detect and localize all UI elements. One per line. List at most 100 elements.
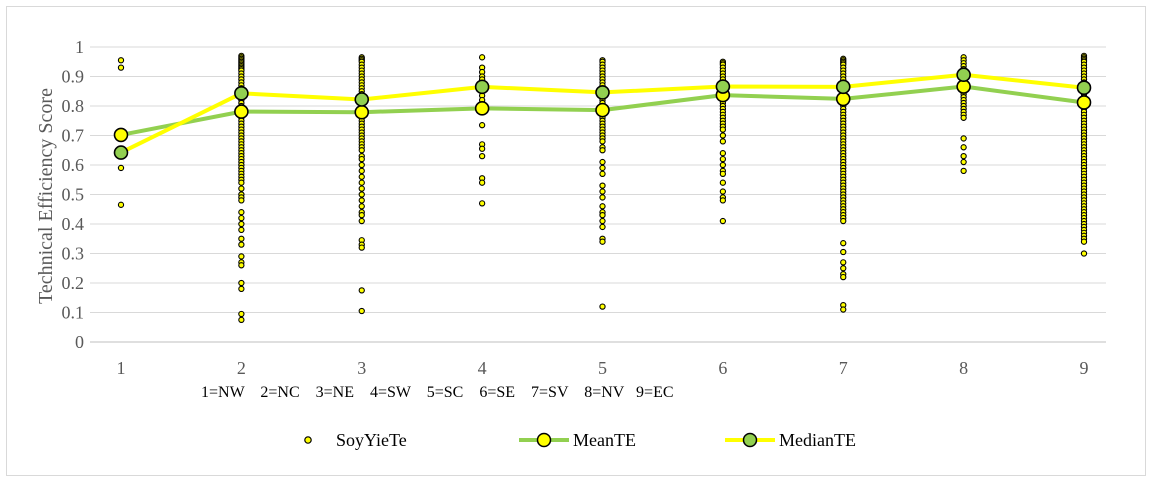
- scatter-point: [599, 238, 606, 245]
- legend-label-meante: MeanTE: [573, 430, 636, 450]
- y-tick-label: 1: [75, 37, 84, 57]
- x-tick-label: 2: [237, 358, 246, 378]
- chart-frame: [6, 6, 1146, 476]
- scatter-point: [238, 179, 245, 186]
- median-marker: [354, 92, 370, 107]
- scatter-point: [719, 179, 727, 186]
- legend-label-soyyiete: SoyYieTe: [336, 430, 407, 450]
- scatter-point: [238, 197, 245, 204]
- scatter-point: [599, 211, 606, 219]
- x-tick-label: 6: [718, 358, 727, 378]
- scatter-point: [599, 182, 606, 189]
- x-tick-label: 1: [117, 358, 126, 378]
- scatter-point: [238, 185, 245, 192]
- scatter-point: [960, 152, 967, 160]
- scatter-point: [358, 155, 365, 163]
- scatter-point: [719, 126, 727, 133]
- x-tick-label: 9: [1080, 358, 1089, 378]
- scatter-point: [238, 241, 245, 248]
- median-marker: [113, 145, 129, 160]
- scatter-point: [478, 152, 486, 160]
- scatter-point: [840, 259, 847, 266]
- scatter-point: [358, 167, 365, 175]
- scatter-point: [840, 248, 847, 256]
- scatter-point: [719, 197, 727, 204]
- scatter-point: [358, 179, 365, 186]
- y-tick-labels: 0 0.1 0.2 0.3 0.4 0.5 0.6 0.7 0.8 0.9 1: [62, 37, 85, 352]
- scatter-point: [238, 209, 245, 216]
- y-tick-label: 0.2: [62, 273, 85, 293]
- region-note: 1=NW 2=NC 3=NE 4=SW 5=SC 6=SE 7=SV 8=NV …: [201, 384, 674, 401]
- legend-swatch-median-marker: [742, 432, 758, 448]
- scatter-point: [358, 191, 365, 198]
- scatter-point: [840, 273, 847, 281]
- y-tick-label: 0.5: [62, 185, 85, 205]
- legend-swatch-scatter: [304, 436, 312, 444]
- scatter-point: [599, 138, 606, 145]
- y-tick-label: 0.4: [62, 214, 85, 234]
- scatter-point: [960, 167, 967, 175]
- legend-item-meante: MeanTE: [519, 430, 636, 450]
- scatter-point: [599, 203, 606, 210]
- scatter-point: [358, 197, 365, 204]
- scatter-point: [358, 307, 365, 315]
- x-tick-labels: 1 2 3 4 5 6 7 8 9: [117, 358, 1089, 378]
- legend-swatch-mean-marker: [536, 432, 552, 448]
- scatter-point: [117, 164, 125, 172]
- scatter-point: [238, 226, 245, 234]
- median-marker: [474, 79, 490, 95]
- scatter-point: [238, 285, 245, 293]
- scatter-point: [478, 200, 486, 207]
- scatter-point: [599, 147, 606, 154]
- scatter-point: [358, 217, 365, 225]
- scatter-point: [117, 64, 125, 71]
- scatter-point: [238, 262, 245, 269]
- scatter-point: [1080, 250, 1088, 257]
- scatter-point: [840, 240, 847, 247]
- scatter-point: [358, 161, 365, 169]
- y-tick-label: 0: [75, 332, 84, 352]
- scatter-point: [478, 145, 486, 152]
- scatter-point: [719, 138, 727, 145]
- y-tick-label: 0.1: [62, 303, 85, 323]
- scatter-point: [719, 161, 727, 169]
- mean-marker: [234, 104, 249, 119]
- mean-marker: [354, 104, 370, 120]
- scatter-point: [719, 188, 727, 195]
- scatter-point: [599, 158, 606, 166]
- mean-marker: [1076, 95, 1092, 110]
- scatter-point: [719, 155, 727, 163]
- scatter-point: [719, 217, 727, 225]
- scatter-point: [238, 235, 245, 242]
- legend-item-mediante: MedianTE: [725, 430, 856, 450]
- scatter-point: [478, 179, 486, 186]
- median-marker: [835, 79, 851, 95]
- scatter-point: [358, 287, 365, 294]
- scatter-point: [840, 217, 847, 225]
- mean-marker: [474, 101, 490, 116]
- scatter-point: [117, 201, 125, 208]
- series-markers: [113, 67, 1092, 160]
- y-tick-label: 0.7: [62, 126, 85, 146]
- scatter-point: [719, 150, 727, 157]
- scatter-point: [358, 185, 365, 192]
- x-tick-label: 5: [598, 358, 607, 378]
- scatter-point: [117, 57, 125, 64]
- scatter-point: [238, 279, 245, 287]
- legend-label-medianteam: MedianTE: [779, 430, 856, 450]
- scatter-point: [358, 244, 365, 251]
- scatter-point: [238, 253, 245, 260]
- x-tick-label: 7: [839, 358, 848, 378]
- scatter-point: [238, 214, 245, 222]
- legend-item-soyyiete: SoyYieTe: [304, 430, 407, 450]
- scatter-point: [960, 114, 967, 121]
- scatter-point: [840, 306, 847, 313]
- scatter-point: [358, 147, 365, 154]
- scatter-point: [599, 170, 606, 177]
- scatter-point: [358, 203, 365, 210]
- scatter-point: [960, 158, 967, 166]
- scatter-point: [599, 217, 606, 225]
- median-marker: [234, 86, 249, 101]
- scatter-point: [599, 194, 606, 201]
